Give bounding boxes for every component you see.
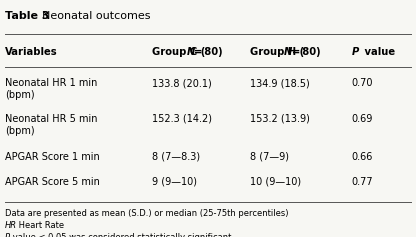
Text: Data are presented as mean (S.D.) or median (25-75th percentiles): Data are presented as mean (S.D.) or med… xyxy=(5,209,288,218)
Text: 0.69: 0.69 xyxy=(352,114,373,124)
Text: 153.2 (13.9): 153.2 (13.9) xyxy=(250,114,310,124)
Text: N: N xyxy=(284,47,292,57)
Text: = 80): = 80) xyxy=(192,47,223,57)
Text: 152.3 (14.2): 152.3 (14.2) xyxy=(152,114,212,124)
Text: value: value xyxy=(361,47,395,57)
Text: Neonatal HR 5 min
(bpm): Neonatal HR 5 min (bpm) xyxy=(5,114,97,136)
Text: APGAR Score 5 min: APGAR Score 5 min xyxy=(5,177,100,187)
Text: 9 (9—10): 9 (9—10) xyxy=(152,177,197,187)
Text: 8 (7—9): 8 (7—9) xyxy=(250,152,289,162)
Text: Group H (: Group H ( xyxy=(250,47,304,57)
Text: Neonatal HR 1 min
(bpm): Neonatal HR 1 min (bpm) xyxy=(5,78,97,100)
Text: APGAR Score 1 min: APGAR Score 1 min xyxy=(5,152,100,162)
Text: 133.8 (20.1): 133.8 (20.1) xyxy=(152,78,212,88)
Text: 10 (9—10): 10 (9—10) xyxy=(250,177,301,187)
Text: 0.77: 0.77 xyxy=(352,177,373,187)
Text: 0.66: 0.66 xyxy=(352,152,373,162)
Text: Variables: Variables xyxy=(5,47,58,57)
Text: -value < 0.05 was considered statistically significant: -value < 0.05 was considered statistical… xyxy=(10,233,231,237)
Text: 134.9 (18.5): 134.9 (18.5) xyxy=(250,78,310,88)
Text: 8 (7—8.3): 8 (7—8.3) xyxy=(152,152,200,162)
Text: Group C (: Group C ( xyxy=(152,47,205,57)
Text: = 80): = 80) xyxy=(290,47,320,57)
Text: HR: HR xyxy=(5,221,17,230)
Text: 0.70: 0.70 xyxy=(352,78,373,88)
Text: Heart Rate: Heart Rate xyxy=(16,221,64,230)
Text: Neonatal outcomes: Neonatal outcomes xyxy=(35,11,151,21)
Text: P: P xyxy=(5,233,10,237)
Text: N: N xyxy=(186,47,195,57)
Text: P: P xyxy=(352,47,359,57)
Text: Table 3: Table 3 xyxy=(5,11,50,21)
